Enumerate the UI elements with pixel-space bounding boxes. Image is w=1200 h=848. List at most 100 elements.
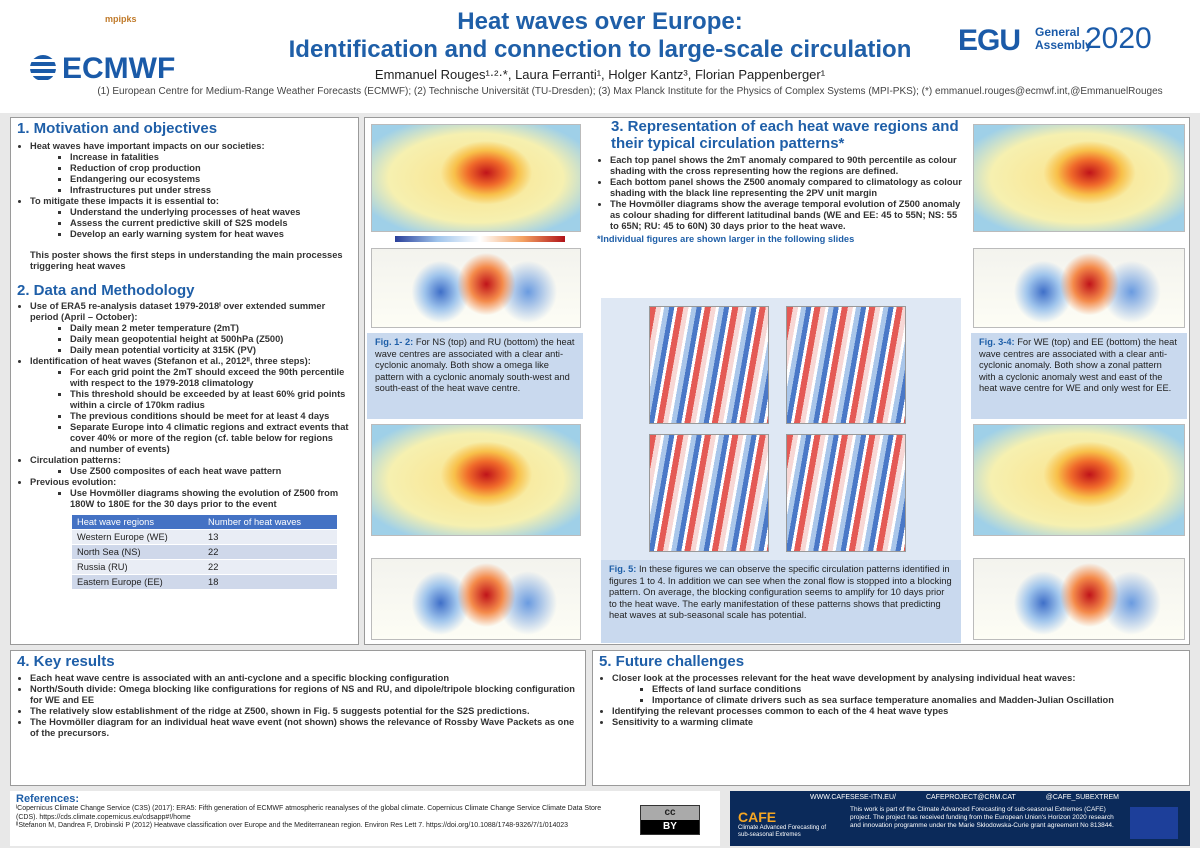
link[interactable]: CAFEPROJECT@CRM.CAT: [925, 794, 1016, 801]
list-text: To mitigate these impacts it is essentia…: [30, 196, 219, 206]
link[interactable]: @CAFE_SUBEXTREM: [1045, 794, 1119, 801]
caption-text: For NS (top) and RU (bottom) the heat wa…: [375, 337, 575, 393]
sub-item: Assess the current predictive skill of S…: [70, 218, 352, 229]
egu-sub: General Assembly: [1035, 25, 1092, 52]
map-figure: [371, 124, 581, 232]
funding-footer: WWW.CAFESESE-ITN.EU/ CAFEPROJECT@CRM.CAT…: [730, 791, 1190, 846]
list: Each top panel shows the 2mT anomaly com…: [597, 155, 967, 232]
sub-item: Effects of land surface conditions: [652, 684, 1183, 695]
list-item: Previous evolution:Use Hovmöller diagram…: [30, 477, 352, 510]
table-cell: 22: [203, 559, 337, 575]
license-by: BY: [641, 820, 699, 834]
sub-item: Daily mean 2 meter temperature (2mT): [70, 323, 352, 334]
sub-list: Effects of land surface conditionsImport…: [612, 684, 1183, 706]
title-line: Identification and connection to large-s…: [288, 36, 912, 63]
list-text: Use of ERA5 re-analysis dataset 1979-201…: [30, 301, 326, 322]
sub-item: Infrastructures put under stress: [70, 185, 352, 196]
map-figure: [371, 248, 581, 328]
references-list: ᴵCopernicus Climate Change Service (C3S)…: [16, 805, 616, 831]
list-item: Use of ERA5 re-analysis dataset 1979-201…: [30, 301, 352, 356]
caption-text: In these figures we can observe the spec…: [609, 564, 952, 620]
hovmoller: [786, 306, 906, 424]
caption-label: Fig. 3-4:: [979, 337, 1015, 347]
sub-item: Reduction of crop production: [70, 163, 352, 174]
table-cell: Western Europe (WE): [72, 529, 204, 545]
caption: Fig. 3-4: For WE (top) and EE (bottom) t…: [971, 333, 1187, 419]
sub-item: Use Z500 composites of each heat wave pa…: [70, 466, 352, 477]
figure-panel: Fig. 1- 2: For NS (top) and RU (bottom) …: [364, 117, 1190, 645]
list-text: Previous evolution:: [30, 477, 117, 487]
list-item: Sensitivity to a warming climate: [612, 717, 1183, 728]
caption: Fig. 1- 2: For NS (top) and RU (bottom) …: [367, 333, 583, 419]
list-text: Heat waves have important impacts on our…: [30, 141, 265, 151]
fig5-box: Fig. 5: In these figures we can observe …: [601, 298, 961, 643]
sub-item: Increase in fatalities: [70, 152, 352, 163]
sub-list: Understand the underlying processes of h…: [30, 207, 352, 240]
sub-item: Daily mean geopotential height at 500hPa…: [70, 334, 352, 345]
cafe-full: Climate Advanced Forecasting of sub-seas…: [738, 825, 827, 838]
list-item: Heat waves have important impacts on our…: [30, 141, 352, 196]
sub-item: Develop an early warning system for heat…: [70, 229, 352, 240]
link[interactable]: WWW.CAFESESE-ITN.EU/: [810, 794, 896, 801]
sub-item: The previous conditions should be meet f…: [70, 411, 352, 422]
list: Heat waves have important impacts on our…: [17, 141, 352, 240]
map-figure: [371, 558, 581, 640]
table-row: North Sea (NS) 22: [72, 544, 337, 560]
section-title: 2. Data and Methodology: [17, 282, 195, 299]
ecmwf-logo: ECMWF: [62, 52, 176, 85]
hovmoller: [649, 434, 769, 552]
sub-item: This threshold should be exceeded by at …: [70, 389, 352, 411]
list-item: The relatively slow establishment of the…: [30, 706, 579, 717]
note: *Individual figures are shown larger in …: [597, 234, 855, 244]
references: References: ᴵCopernicus Climate Change S…: [10, 791, 720, 846]
paragraph: This poster shows the first steps in und…: [30, 250, 343, 271]
title-line: Heat waves over Europe:: [457, 8, 743, 35]
section-title: 3. Representation of each heat wave regi…: [611, 118, 959, 152]
table-header: Number of heat waves: [203, 515, 337, 530]
caption-label: Fig. 1- 2:: [375, 337, 414, 347]
list-item: Each heat wave centre is associated with…: [30, 673, 579, 684]
section-title: 1. Motivation and objectives: [17, 120, 218, 137]
left-panel: 1. Motivation and objectives Heat waves …: [10, 117, 359, 645]
egu-logo: EGU: [958, 24, 1021, 57]
map-figure: [973, 558, 1185, 640]
sub-list: Use Hovmöller diagrams showing the evolu…: [30, 488, 352, 510]
header: mpipks ECMWF Heat waves over Europe: Ide…: [0, 0, 1200, 113]
table: Heat wave regions Number of heat waves Wes…: [72, 515, 337, 589]
caption-text: For WE (top) and EE (bottom) the heat wa…: [979, 337, 1177, 393]
cafe-logo: CAFE: [738, 809, 777, 825]
list-item: Circulation patterns:Use Z500 composites…: [30, 455, 352, 477]
sub-item: Endangering our ecosystems: [70, 174, 352, 185]
license-badge: cc BY: [640, 805, 700, 835]
table-header-row: Heat wave regions Number of heat waves: [72, 515, 337, 530]
list-item: The Hovmöller diagram for an individual …: [30, 717, 579, 739]
hovmoller: [786, 434, 906, 552]
list: Closer look at the processes relevant fo…: [599, 673, 1183, 728]
list-text: Identifying the relevant processes commo…: [612, 706, 949, 716]
title: Heat waves over Europe: Identification a…: [240, 8, 960, 64]
section-title: 5. Future challenges: [599, 653, 745, 670]
funding-text: This work is part of the Climate Advance…: [850, 806, 1114, 829]
future-challenges: 5. Future challenges Closer look at the …: [592, 650, 1190, 786]
links: WWW.CAFESESE-ITN.EU/ CAFEPROJECT@CRM.CAT…: [810, 794, 1119, 801]
map-figure: [973, 248, 1185, 328]
ecmwf-icon: [30, 55, 56, 81]
caption: Fig. 5: In these figures we can observe …: [601, 560, 961, 643]
map-figure: [973, 124, 1185, 232]
list-text: Identification of heat waves (Stefanon e…: [30, 356, 311, 366]
references-title: References:: [16, 793, 79, 805]
list-text: Closer look at the processes relevant fo…: [612, 673, 1076, 683]
sub-item: Understand the underlying processes of h…: [70, 207, 352, 218]
table-header: Heat wave regions: [72, 515, 204, 530]
list-text: Circulation patterns:: [30, 455, 121, 465]
list: Use of ERA5 re-analysis dataset 1979-201…: [17, 301, 352, 510]
list-item: Closer look at the processes relevant fo…: [612, 673, 1183, 706]
colorbar: [395, 236, 565, 242]
sub-item: Separate Europe into 4 climatic regions …: [70, 422, 352, 455]
table-row: Western Europe (WE) 13: [72, 529, 337, 545]
section-title: 4. Key results: [17, 653, 115, 670]
list-item: Identification of heat waves (Stefanon e…: [30, 356, 352, 455]
section-3: 3. Representation of each heat wave regi…: [597, 118, 967, 245]
list: Each heat wave centre is associated with…: [17, 673, 579, 739]
